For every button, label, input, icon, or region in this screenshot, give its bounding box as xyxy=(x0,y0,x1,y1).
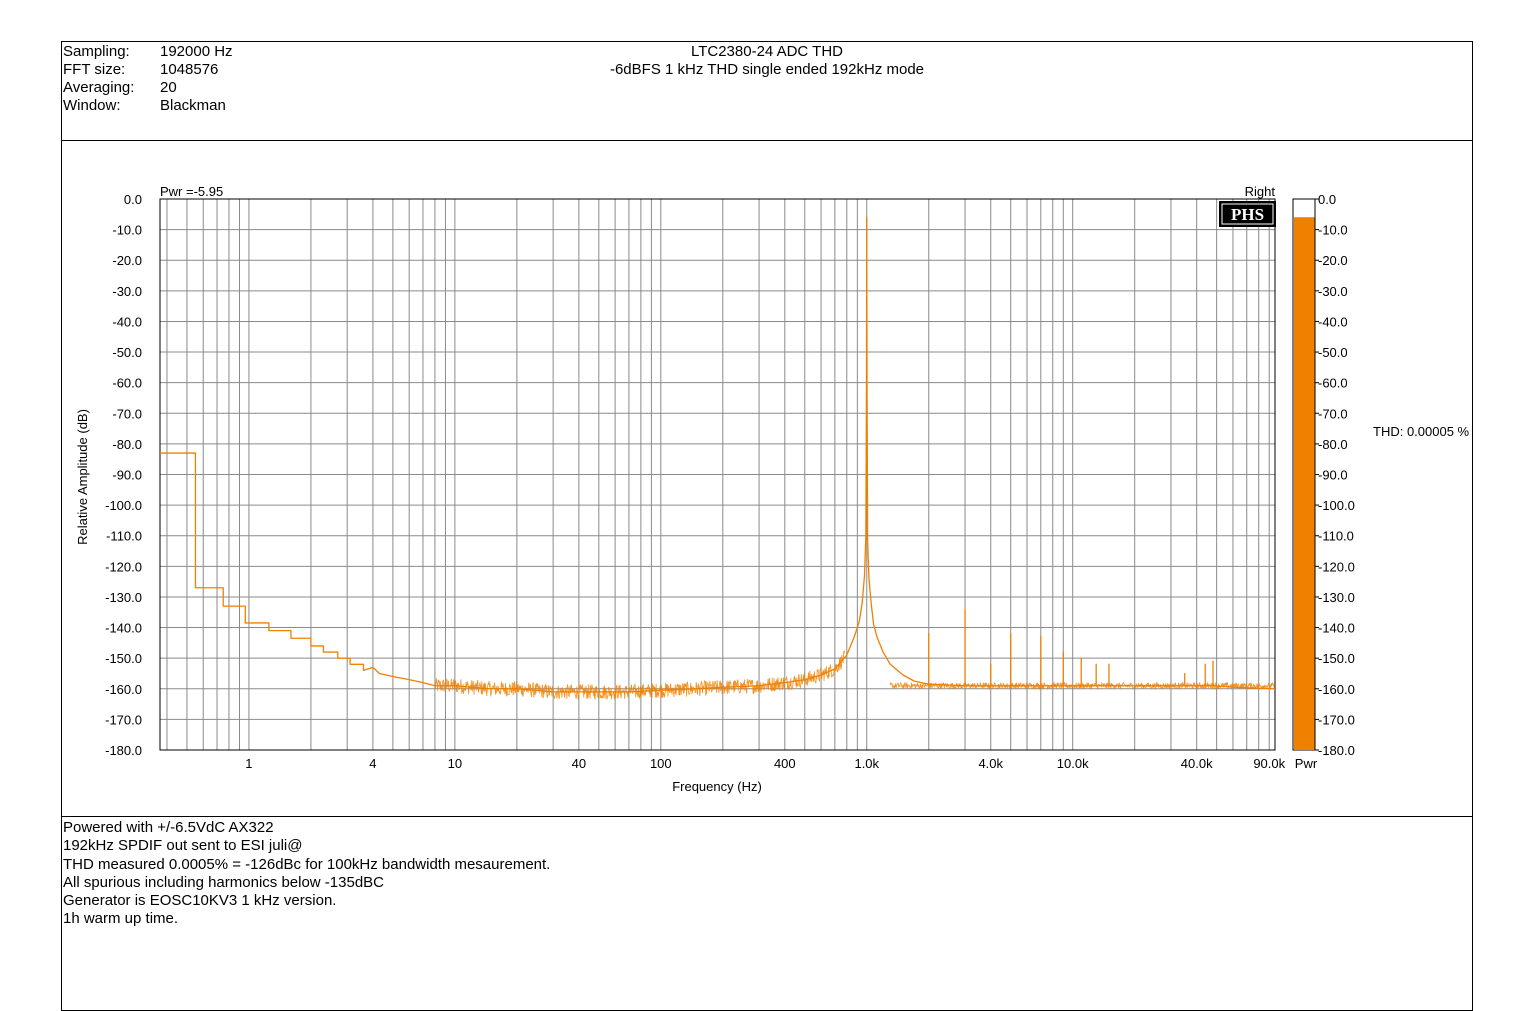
x-tick-label: 4.0k xyxy=(978,756,1003,771)
chart-title-block: LTC2380-24 ADC THD -6dBFS 1 kHz THD sing… xyxy=(467,43,1067,79)
phs-logo-text: PHS xyxy=(1231,205,1264,224)
x-tick-labels: 1 4 10 40 100 400 1.0k 4.0k 10.0k 40.0k 90.0k xyxy=(245,756,1285,771)
x-tick-label: 10 xyxy=(448,756,462,771)
pwr-tick-label: -40.0 xyxy=(1318,314,1348,329)
y-tick-labels: 0.0 -10.0 -20.0 -30.0 -40.0 -50.0 -60.0 -70.0 -8… xyxy=(105,192,142,758)
pwr-tick-label: -10.0 xyxy=(1318,223,1348,238)
y-tick-label: -60.0 xyxy=(112,376,142,391)
y-tick-label: -50.0 xyxy=(112,345,142,360)
pwr-readout: Pwr =-5.95 xyxy=(160,184,223,199)
x-tick-label: 400 xyxy=(774,756,796,771)
y-tick-label: -130.0 xyxy=(105,590,142,605)
x-tick-label: 40.0k xyxy=(1181,756,1213,771)
y-tick-label: -20.0 xyxy=(112,253,142,268)
pwr-tick-label: -60.0 xyxy=(1318,376,1348,391)
meta-label: Window: xyxy=(63,97,121,114)
y-tick-label: -140.0 xyxy=(105,621,142,636)
pwr-tick-label: -160.0 xyxy=(1318,682,1355,697)
channel-label: Right xyxy=(1245,184,1276,199)
meta-value: 1048576 xyxy=(160,61,219,78)
right-tick-labels: 0.0 -10.0 -20.0 -30.0 -40.0 -50.0 -60.0 -70.0 -8… xyxy=(1315,192,1355,758)
y-axis-label: Relative Amplitude (dB) xyxy=(75,409,90,545)
y-tick-label: -100.0 xyxy=(105,498,142,513)
pwr-tick-label: -180.0 xyxy=(1318,743,1355,758)
y-tick-label: -40.0 xyxy=(112,314,142,329)
notes-block: Powered with +/-6.5VdC AX322 192kHz SPDI… xyxy=(63,819,550,929)
x-tick-label: 40 xyxy=(572,756,586,771)
pwr-tick-label: -70.0 xyxy=(1318,406,1348,421)
chart-title: LTC2380-24 ADC THD xyxy=(690,43,843,60)
chart-grid xyxy=(160,198,1275,751)
meta-value: 20 xyxy=(160,79,177,96)
y-tick-label: -160.0 xyxy=(105,682,142,697)
meta-value: 192000 Hz xyxy=(160,43,233,60)
y-tick-label: -90.0 xyxy=(112,468,142,483)
x-tick-label: 4 xyxy=(369,756,376,771)
meta-label: Averaging: xyxy=(63,79,135,96)
chart-subtitle: -6dBFS 1 kHz THD single ended 192kHz mod… xyxy=(609,61,925,78)
x-tick-label: 100 xyxy=(650,756,672,771)
y-tick-label: -10.0 xyxy=(112,223,142,238)
pwr-tick-label: -90.0 xyxy=(1318,468,1348,483)
pwr-tick-label: -50.0 xyxy=(1318,345,1348,360)
measurement-settings: Sampling: 192000 Hz FFT size: 1048576 Av… xyxy=(63,43,233,115)
pwr-tick-label: -30.0 xyxy=(1318,284,1348,299)
meta-value: Blackman xyxy=(160,97,226,114)
x-tick-label: 1.0k xyxy=(854,756,879,771)
thd-readout: THD: 0.00005 % xyxy=(1373,424,1470,439)
note-line: All spurious including harmonics below -… xyxy=(63,873,384,891)
series-group xyxy=(160,216,1276,701)
meta-row-averaging: Averaging: 20 xyxy=(63,79,233,97)
pwr-tick-label: -120.0 xyxy=(1318,559,1355,574)
y-tick-label: -30.0 xyxy=(112,284,142,299)
pwr-tick-label: -150.0 xyxy=(1318,651,1355,666)
note-line: Powered with +/-6.5VdC AX322 xyxy=(63,819,274,836)
pwr-tick-label: -170.0 xyxy=(1318,712,1355,727)
note-line: THD measured 0.0005% = -126dBc for 100kH… xyxy=(63,855,551,873)
series-line xyxy=(160,216,1276,693)
pwr-tick-label: -20.0 xyxy=(1318,253,1348,268)
y-tick-label: 0.0 xyxy=(124,192,142,207)
note-line: 1h warm up time. xyxy=(63,910,179,928)
meta-row-fft-size: FFT size: 1048576 xyxy=(63,61,233,79)
series-noise-floor xyxy=(434,650,1275,701)
pwr-axis-label: Pwr xyxy=(1295,756,1318,771)
phs-logo: PHS xyxy=(1219,201,1276,227)
y-tick-label: -180.0 xyxy=(105,743,142,758)
pwr-tick-label: -130.0 xyxy=(1318,590,1355,605)
footer-divider xyxy=(61,816,1473,817)
plot-border xyxy=(159,198,1276,751)
meta-row-sampling: Sampling: 192000 Hz xyxy=(63,43,233,61)
meta-label: Sampling: xyxy=(63,43,130,60)
header-divider xyxy=(61,140,1473,141)
pwr-tick-label: -80.0 xyxy=(1318,437,1348,452)
pwr-tick-label: -110.0 xyxy=(1318,529,1354,544)
pwr-tick-label: -100.0 xyxy=(1318,498,1355,513)
y-tick-label: -170.0 xyxy=(105,712,142,727)
y-tick-label: -120.0 xyxy=(105,559,142,574)
pwr-tick-label: 0.0 xyxy=(1318,192,1336,207)
pwr-tick-label: -140.0 xyxy=(1318,621,1355,636)
x-tick-label: 1 xyxy=(245,756,252,771)
y-tick-label: -80.0 xyxy=(112,437,142,452)
y-tick-label: -70.0 xyxy=(112,406,142,421)
meta-label: FFT size: xyxy=(63,61,126,78)
x-tick-label: 90.0k xyxy=(1253,756,1285,771)
x-axis-label: Frequency (Hz) xyxy=(672,779,762,794)
meta-row-window: Window: Blackman xyxy=(63,97,233,115)
note-line: Generator is EOSC10KV3 1 kHz version. xyxy=(63,892,337,910)
note-line: 192kHz SPDIF out sent to ESI juli@ xyxy=(63,837,303,855)
pwr-level-bar xyxy=(1294,217,1315,750)
y-tick-label: -150.0 xyxy=(105,651,142,666)
x-tick-label: 10.0k xyxy=(1057,756,1089,771)
y-tick-label: -110.0 xyxy=(106,529,142,544)
